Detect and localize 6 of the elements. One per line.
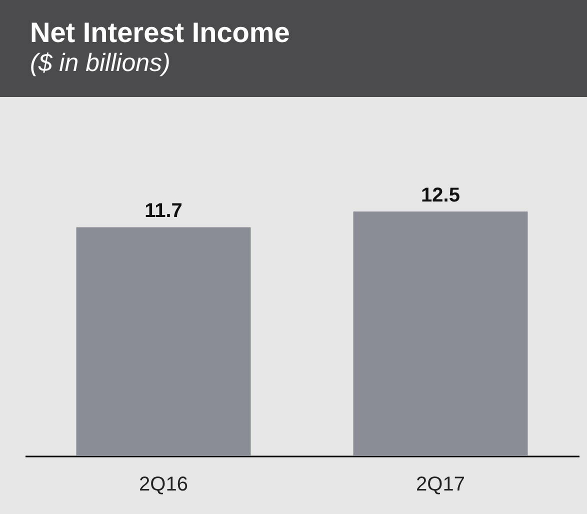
x-tick-label: 2Q16 — [139, 474, 188, 496]
chart-subtitle: ($ in billions) — [30, 48, 172, 78]
data-label: 11.7 — [144, 200, 182, 222]
data-label: 12.5 — [421, 184, 460, 207]
x-tick-label: 2Q17 — [416, 474, 465, 496]
chart-title: Net Interest Income — [30, 17, 291, 48]
